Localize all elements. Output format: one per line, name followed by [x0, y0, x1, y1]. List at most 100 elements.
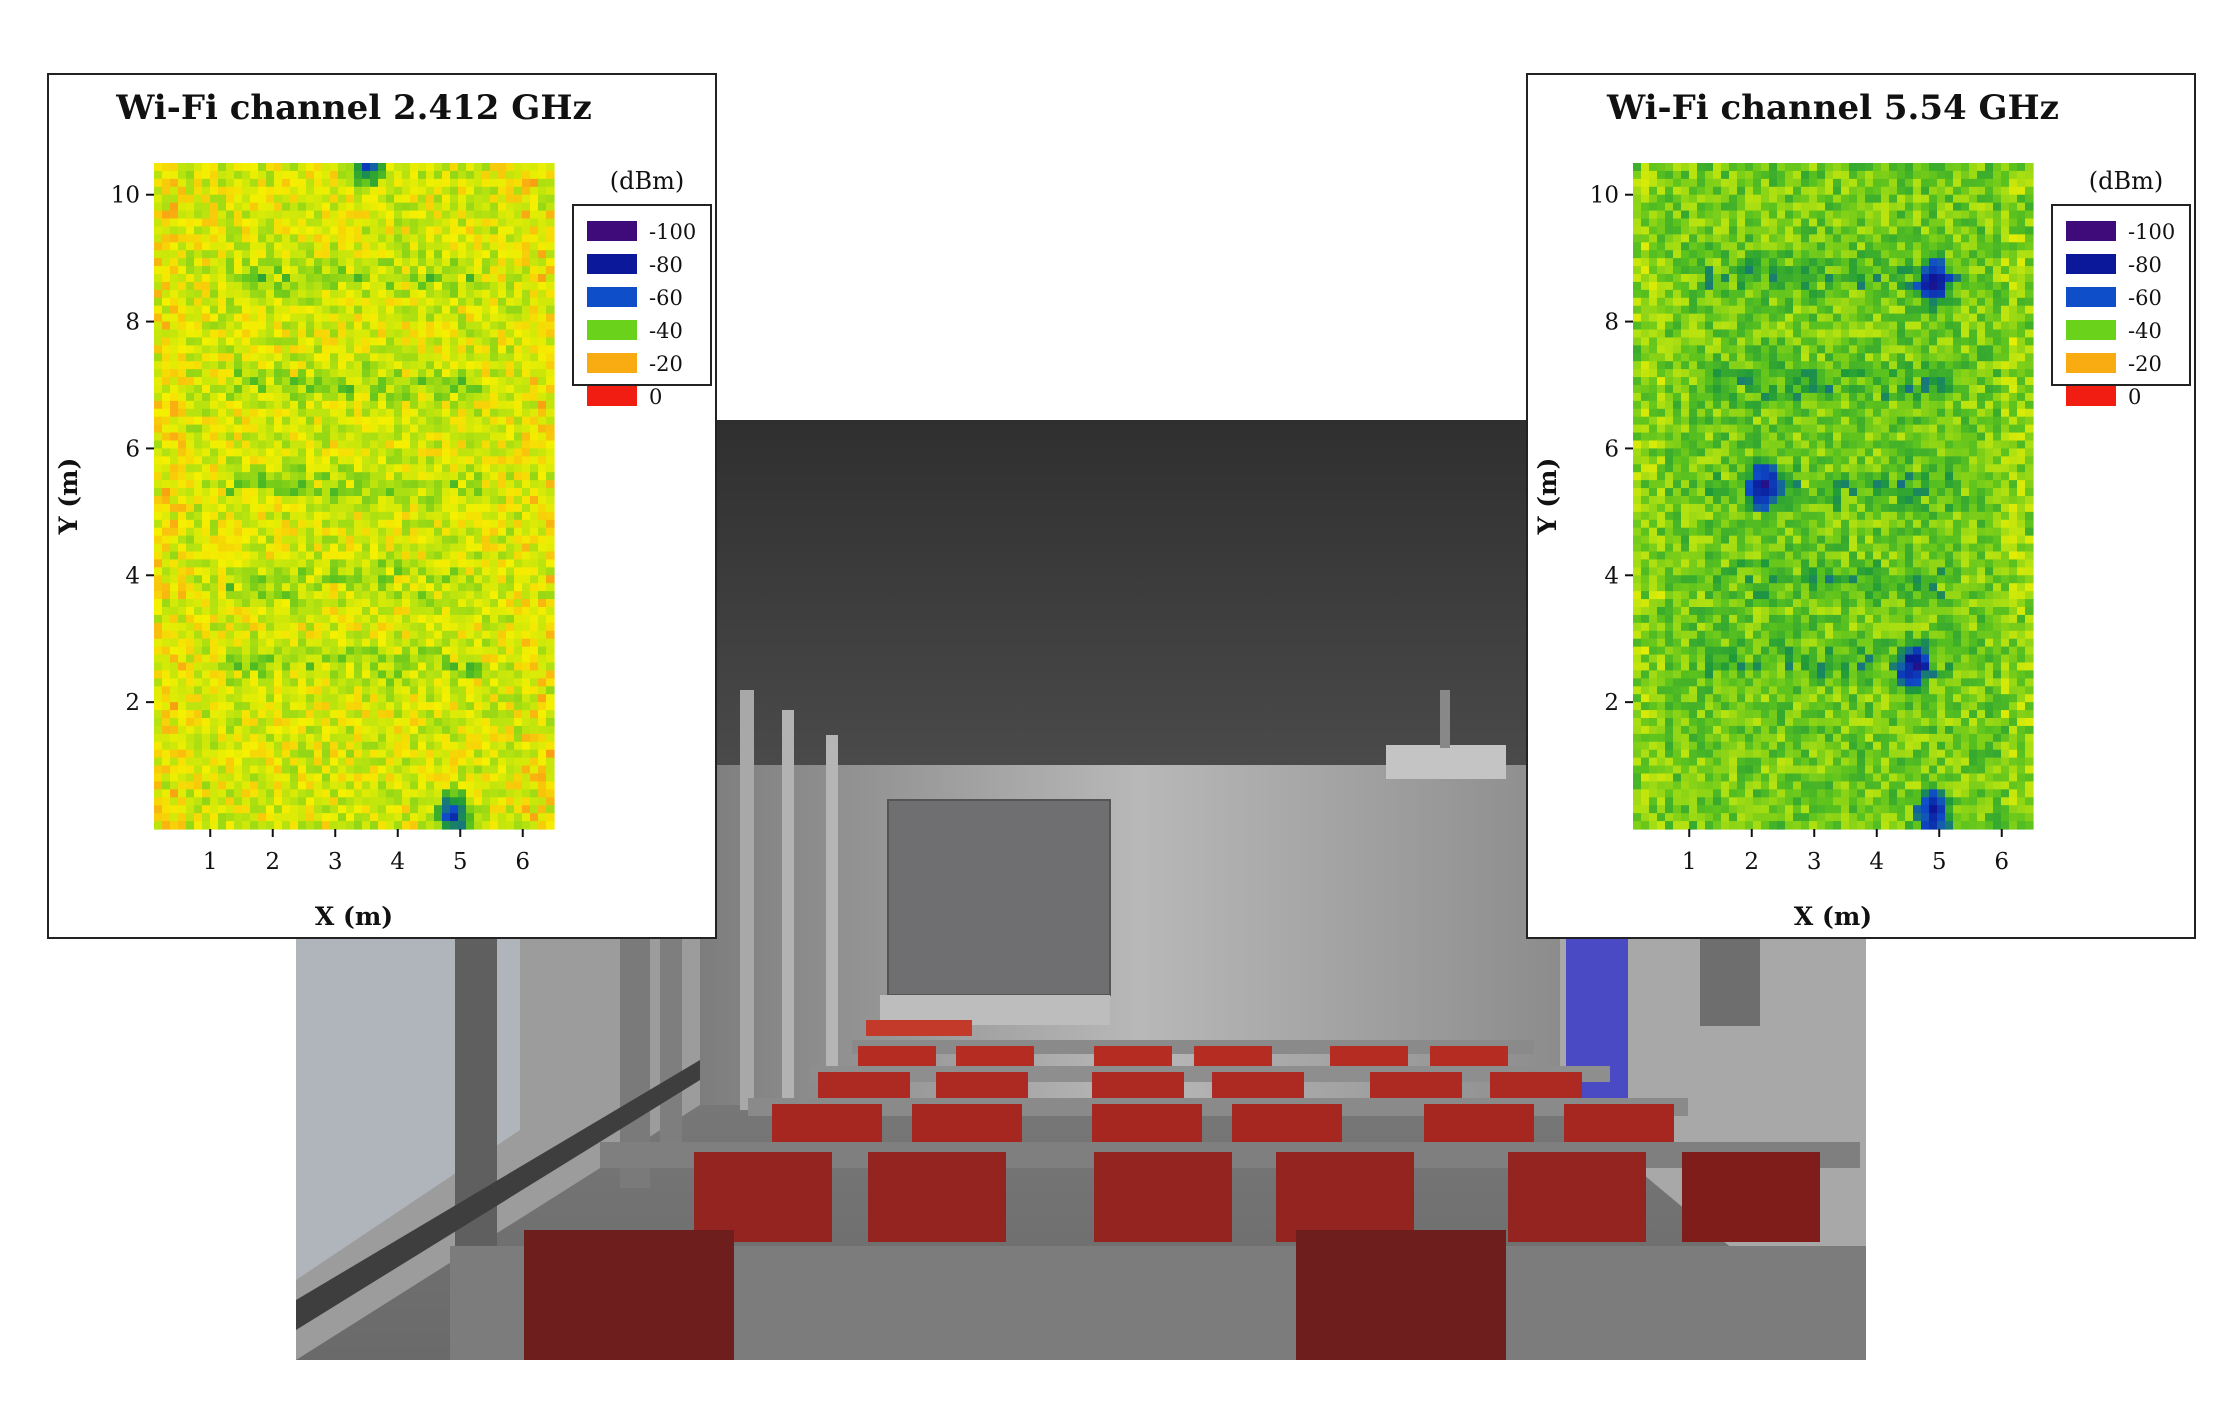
- heatmap-cell: [2009, 234, 2018, 243]
- heatmap-cell: [402, 678, 411, 687]
- heatmap-cell: [538, 511, 547, 521]
- heatmap-cell: [546, 194, 555, 204]
- heatmap-cell: [298, 163, 307, 172]
- heatmap-cell: [1641, 178, 1650, 188]
- heatmap-cell: [1905, 274, 1914, 283]
- heatmap-cell: [162, 567, 171, 576]
- heatmap-cell: [1905, 226, 1914, 235]
- heatmap-cell: [498, 305, 507, 315]
- heatmap-cell: [506, 488, 515, 497]
- heatmap-cell: [434, 305, 443, 315]
- heatmap-cell: [186, 424, 195, 434]
- heatmap-cell: [498, 607, 507, 616]
- heatmap-cell: [458, 535, 467, 545]
- heatmap-cell: [234, 567, 243, 576]
- heatmap-cell: [330, 369, 339, 378]
- heatmap-cell: [514, 662, 523, 672]
- heatmap-cell: [442, 218, 451, 228]
- heatmap-cell: [170, 710, 179, 719]
- heatmap-cell: [370, 274, 379, 283]
- heatmap-cell: [546, 765, 555, 775]
- heatmap-cell: [234, 424, 243, 434]
- heatmap-cell: [298, 281, 307, 291]
- heatmap-cell: [338, 662, 347, 672]
- heatmap-cell: [426, 337, 435, 346]
- heatmap-cell: [410, 392, 419, 402]
- heatmap-cell: [226, 662, 235, 672]
- heatmap-cell: [442, 377, 451, 386]
- heatmap-cell: [202, 377, 211, 386]
- heatmap-cell: [450, 519, 459, 529]
- heatmap-cell: [418, 702, 427, 711]
- heatmap-cell: [250, 797, 259, 806]
- heatmap-cell: [274, 559, 283, 568]
- heatmap-cell: [410, 496, 419, 505]
- heatmap-cell: [386, 662, 395, 672]
- heatmap-cell: [458, 519, 467, 529]
- heatmap-cell: [1881, 266, 1890, 275]
- heatmap-cell: [258, 305, 267, 315]
- heatmap-cell: [410, 773, 419, 783]
- heatmap-cell: [466, 725, 475, 735]
- heatmap-cell: [194, 416, 203, 426]
- heatmap-cell: [210, 805, 219, 814]
- heatmap-cell: [298, 535, 307, 545]
- heatmap-cell: [418, 614, 427, 624]
- heatmap-cell: [434, 361, 443, 370]
- heatmap-cell: [362, 630, 371, 640]
- heatmap-cell: [466, 297, 475, 307]
- heatmap-cell: [482, 218, 491, 228]
- legend-label: -40: [649, 319, 683, 343]
- heatmap-cell: [178, 321, 187, 331]
- heatmap-cell: [1825, 210, 1834, 220]
- heatmap-cell: [298, 694, 307, 703]
- heatmap-cell: [458, 210, 467, 220]
- heatmap-cell: [1833, 178, 1842, 188]
- heatmap-cell: [474, 313, 483, 323]
- heatmap-cell: [194, 163, 203, 172]
- heatmap-cell: [250, 424, 259, 434]
- heatmap-cell: [426, 670, 435, 679]
- heatmap-cell: [234, 638, 243, 648]
- heatmap-cell: [370, 448, 379, 457]
- heatmap-cell: [466, 266, 475, 275]
- heatmap-cell: [1657, 266, 1666, 275]
- heatmap-cell: [194, 305, 203, 315]
- heatmap-cell: [386, 710, 395, 719]
- heatmap-cell: [154, 797, 163, 806]
- heatmap-cell: [498, 638, 507, 648]
- heatmap-cell: [202, 543, 211, 553]
- heatmap-cell: [282, 797, 291, 806]
- heatmap-cell: [498, 599, 507, 608]
- heatmap-cell: [1817, 234, 1826, 243]
- heatmap-cell: [298, 622, 307, 632]
- heatmap-cell: [514, 281, 523, 291]
- heatmap-cell: [354, 765, 363, 775]
- heatmap-cell: [434, 218, 443, 228]
- heatmap-cell: [530, 519, 539, 529]
- heatmap-cell: [218, 194, 227, 204]
- heatmap-cell: [1849, 163, 1858, 172]
- heatmap-cell: [482, 797, 491, 806]
- heatmap-cell: [426, 710, 435, 719]
- heatmap-cell: [170, 218, 179, 228]
- heatmap-cell: [1881, 258, 1890, 267]
- heatmap-cell: [386, 424, 395, 434]
- heatmap-cell: [266, 535, 275, 545]
- heatmap-cell: [290, 813, 299, 822]
- heatmap-cell: [162, 369, 171, 378]
- heatmap-cell: [178, 400, 187, 410]
- heatmap-cell: [402, 305, 411, 315]
- heatmap-cell: [314, 527, 323, 537]
- heatmap-cell: [466, 210, 475, 220]
- heatmap-cell: [474, 456, 483, 465]
- heatmap-cell: [1897, 218, 1906, 228]
- heatmap-cell: [546, 392, 555, 402]
- heatmap-cell: [290, 250, 299, 259]
- heatmap-cell: [1881, 242, 1890, 251]
- heatmap-cell: [362, 258, 371, 267]
- heatmap-cell: [1849, 194, 1858, 204]
- heatmap-cell: [170, 361, 179, 370]
- heatmap-cell: [154, 289, 163, 299]
- heatmap-cell: [154, 218, 163, 228]
